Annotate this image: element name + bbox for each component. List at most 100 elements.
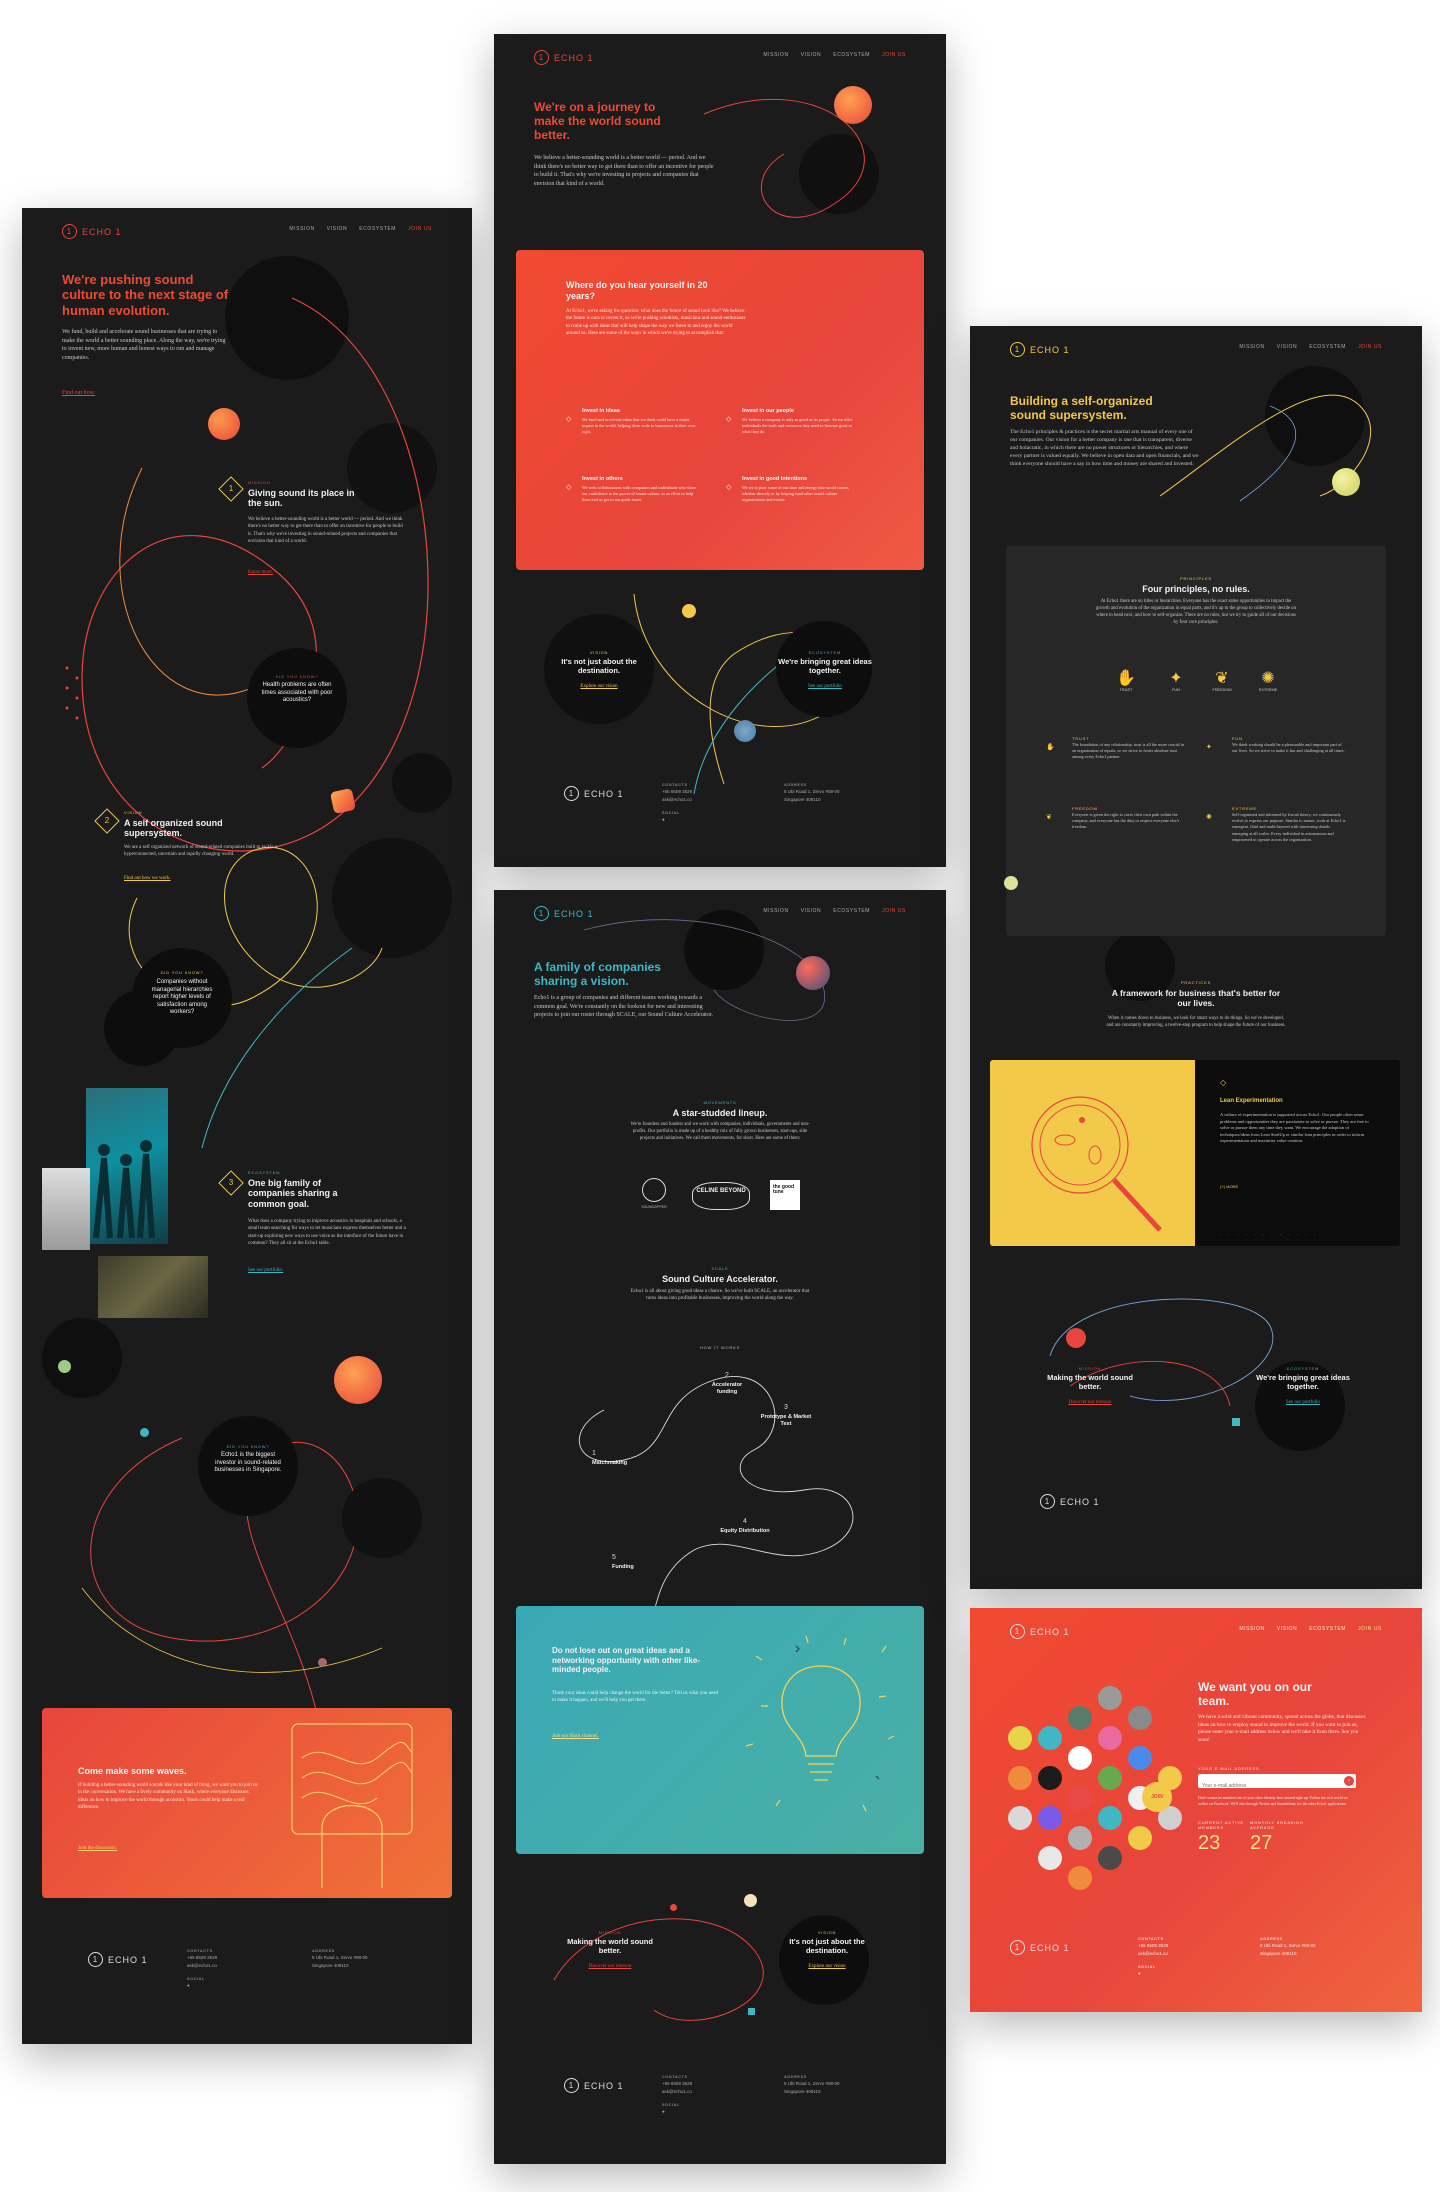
nav-mission[interactable]: MISSION [763, 908, 789, 914]
hero-intro: The Echo1 principles & practices is the … [1010, 429, 1199, 468]
fact-bubble-1: DID YOU KNOW? Health problems are often … [247, 648, 347, 748]
practices-body: When it comes down to business, we look … [1106, 1016, 1286, 1028]
teaser-2-link[interactable]: Explore our vision [808, 1964, 846, 1969]
email-link[interactable]: ask@echo1.co [187, 1963, 217, 1969]
teaser-1-title: It's not just about the destination. [561, 657, 637, 675]
footer-logo-text: ECHO 1 [108, 1954, 148, 1965]
globe-icon[interactable]: ● [662, 817, 665, 823]
nav-vision[interactable]: VISION [1276, 1626, 1298, 1632]
email-input[interactable] [1198, 1779, 1336, 1793]
sca-body: Echo1 is all about giving good ideas a c… [630, 1289, 810, 1302]
email-field[interactable]: › [1198, 1774, 1356, 1793]
logo[interactable]: 1 ECHO 1 [1010, 1624, 1070, 1639]
teaser-2-link[interactable]: See our portfolio [1286, 1400, 1320, 1405]
phone-link[interactable]: +65 6509 3529 [187, 1955, 218, 1961]
top-nav: 1 ECHO 1 MISSION VISION ECOSYSTEM JOIN US [1010, 1624, 1382, 1644]
footer-logo-mark-icon: 1 [564, 786, 579, 801]
teal-square [748, 2008, 755, 2015]
ecosystem-teaser: ECOSYSTEM We're bringing great ideas tog… [770, 624, 880, 714]
s2-link[interactable]: Find out how we work. [124, 876, 171, 881]
stat-2-value: 27 [1250, 1832, 1273, 1854]
email-link[interactable]: ask@echo1.co [662, 797, 692, 803]
nav-ecosystem[interactable]: ECOSYSTEM [359, 226, 397, 232]
logo-good-tune[interactable]: the good tune [770, 1180, 800, 1210]
logo[interactable]: 1 ECHO 1 [534, 50, 594, 65]
goal-2-title: Invest in our people [742, 408, 794, 414]
nav-ecosystem[interactable]: ECOSYSTEM [1309, 344, 1347, 350]
nav-join-us[interactable]: JOIN US [882, 908, 906, 914]
footer-logo[interactable]: 1 ECHO 1 [1010, 1940, 1070, 1955]
freedom-title: FREEDOM [1072, 806, 1098, 811]
logo-text: ECHO 1 [1030, 1626, 1070, 1637]
footer-logo[interactable]: 1 ECHO 1 [1040, 1494, 1100, 1509]
cta-link[interactable]: Join the discussion. [78, 1846, 118, 1851]
top-nav: 1 ECHO 1 MISSION VISION ECOSYSTEM JOIN US [534, 906, 906, 926]
phone-link[interactable]: +65 6509 3529 [662, 789, 693, 795]
join-badge[interactable]: JOIN [1142, 1782, 1172, 1812]
hero-intro: We fund, build and accelerate sound busi… [62, 329, 226, 362]
phone-link[interactable]: +65 6509 3529 [1138, 1943, 1169, 1949]
nav-mission[interactable]: MISSION [763, 52, 789, 58]
nav-mission[interactable]: MISSION [289, 226, 315, 232]
practices-kicker: PRACTICES [1180, 980, 1212, 985]
nav-join-us[interactable]: JOIN US [1358, 1626, 1382, 1632]
stat-1-value: 23 [1198, 1832, 1221, 1854]
fact-1-text: Health problems are often times associat… [261, 682, 333, 703]
email-link[interactable]: ask@echo1.co [1138, 1951, 1168, 1957]
arrow-right-icon[interactable]: › [1344, 1776, 1354, 1786]
lean-more-link[interactable]: (+) MORE [1220, 1184, 1239, 1189]
logo[interactable]: 1 ECHO 1 [62, 224, 122, 239]
footer-logo[interactable]: 1 ECHO 1 [88, 1952, 148, 1967]
nav-mission[interactable]: MISSION [1239, 344, 1265, 350]
principle-icon-fun: ✦ FUN [1156, 668, 1196, 692]
bird-icon: ❦ [1046, 814, 1052, 821]
principle-icon-extreme: ✺ EXTREME [1248, 668, 1288, 692]
phone-link[interactable]: +65 6509 3529 [662, 2081, 693, 2087]
logo-soundzipper[interactable]: SOUNDZIPPER [632, 1178, 676, 1209]
nav-mission[interactable]: MISSION [1239, 1626, 1265, 1632]
logo[interactable]: 1 ECHO 1 [1010, 342, 1070, 357]
globe-icon[interactable]: ● [187, 1983, 190, 1989]
footer-logo[interactable]: 1 ECHO 1 [564, 2078, 624, 2093]
slack-link[interactable]: Join our Slack channel. [552, 1734, 599, 1739]
globe-icon[interactable]: ● [662, 2109, 665, 2115]
email-link[interactable]: ask@echo1.co [662, 2089, 692, 2095]
nav-vision[interactable]: VISION [326, 226, 348, 232]
page-mission: 1 ECHO 1 MISSION VISION ECOSYSTEM JOIN US… [494, 34, 946, 867]
footer-logo[interactable]: 1 ECHO 1 [564, 786, 624, 801]
nav-vision[interactable]: VISION [800, 52, 822, 58]
nav-ecosystem[interactable]: ECOSYSTEM [1309, 1626, 1347, 1632]
fact-bubble-3: DID YOU KNOW? Echo1 is the biggest inves… [198, 1416, 298, 1516]
nav-join-us[interactable]: JOIN US [1358, 344, 1382, 350]
magnifier-icon [1031, 1096, 1162, 1232]
slack-title: Do not lose out on great ideas and a net… [552, 1646, 700, 1675]
nav-join-us[interactable]: JOIN US [408, 226, 432, 232]
hero-link[interactable]: Find out how. [62, 390, 96, 396]
s3-link[interactable]: See our portfolio. [248, 1268, 284, 1273]
s1-link[interactable]: Know more. [248, 570, 273, 575]
teaser-2-link[interactable]: See our portfolio [808, 684, 842, 689]
goal-item-2: ◇ Invest in our people We believe a comp… [726, 408, 861, 434]
nav-ecosystem[interactable]: ECOSYSTEM [833, 908, 871, 914]
nav-join-us[interactable]: JOIN US [882, 52, 906, 58]
social-label: SOCIAL [187, 1976, 205, 1981]
nav-vision[interactable]: VISION [1276, 344, 1298, 350]
globe-icon[interactable]: ● [1138, 1971, 1141, 1977]
step-prototype: 3 Prototype & Market Test [756, 1396, 816, 1427]
footer-logo-mark-icon: 1 [1010, 1940, 1025, 1955]
logo[interactable]: 1 ECHO 1 [534, 906, 594, 921]
teaser-1-link[interactable]: Explore our vision [580, 684, 618, 689]
nav-vision[interactable]: VISION [800, 908, 822, 914]
nav-ecosystem[interactable]: ECOSYSTEM [833, 52, 871, 58]
red-dot [670, 1904, 677, 1911]
teaser-1-link[interactable]: Discover our mission [588, 1964, 632, 1969]
logo-celine-beyond[interactable]: CELINE BEYOND [692, 1182, 750, 1210]
s3-kicker: ECOSYSTEM [248, 1170, 281, 1175]
lean-pagination[interactable]: ◦ ◦ ◦ ◦ ◦ ◦ ◦ ◦ ◦ ◦ ◦ ◦ [1220, 1232, 1319, 1237]
how-it-works-label: HOW IT WORKS [699, 1345, 741, 1350]
teaser-1-link[interactable]: Discover our mission [1068, 1400, 1112, 1405]
s3-title: One big family of companies sharing a co… [248, 1178, 338, 1209]
stat-1-label: CURRENT ACTIVE MEMBERS [1198, 1820, 1245, 1830]
cta-card: Come make some waves. If building a bett… [42, 1708, 452, 1898]
page-vision: 1 ECHO 1 MISSION VISION ECOSYSTEM JOIN US… [970, 326, 1422, 1589]
